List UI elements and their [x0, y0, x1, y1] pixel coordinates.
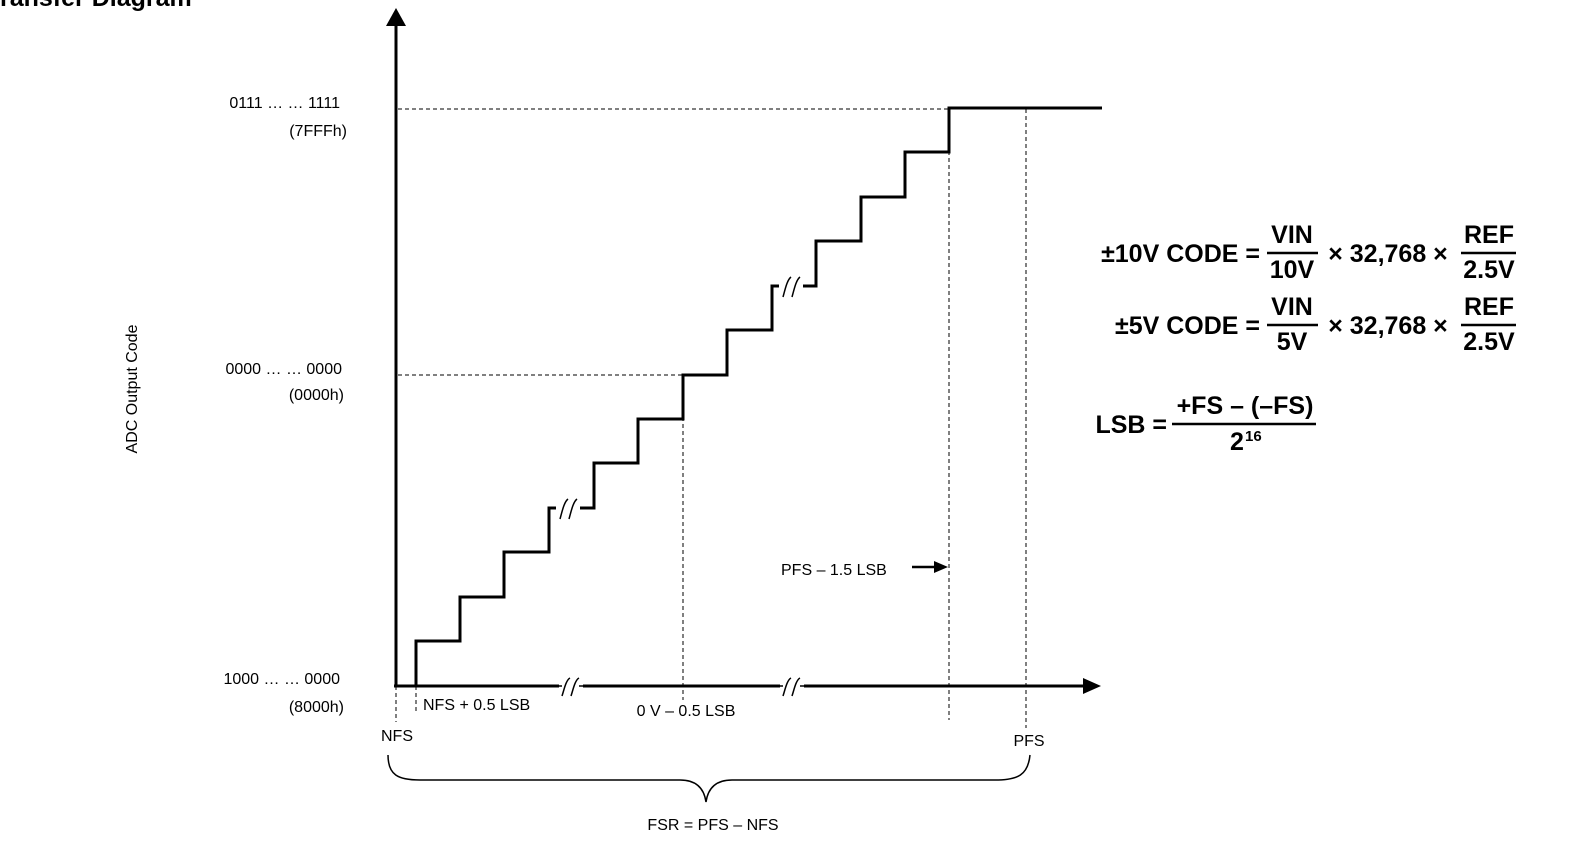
pfs-annotation-arrowhead	[934, 561, 948, 573]
eq10-den2: 2.5V	[1463, 256, 1515, 284]
equation-lsb: LSB = +FS – (–FS) 2 16	[1095, 392, 1316, 456]
eq10-lhs: ±10V CODE =	[1101, 240, 1260, 268]
x-axis-break-left	[556, 676, 585, 697]
y-tick-hex-7fff: (7FFFh)	[289, 123, 347, 140]
fsr-brace	[387, 754, 1031, 803]
eq10-mid: × 32,768 ×	[1328, 240, 1448, 268]
eq10-num1: VIN	[1271, 221, 1313, 249]
lsb-lhs: LSB =	[1095, 411, 1167, 439]
header-title: ransfer Diagram	[0, 0, 192, 12]
lsb-den-exponent: 16	[1245, 428, 1262, 445]
eq5-mid: × 32,768 ×	[1328, 312, 1448, 340]
x-axis-break-right	[777, 676, 806, 697]
lsb-den-base: 2	[1230, 428, 1244, 456]
y-tick-code-0000: 0000 … … 0000	[225, 361, 342, 378]
eq10-den1: 10V	[1270, 256, 1315, 284]
x-label-nfs-half: NFS + 0.5 LSB	[423, 697, 530, 714]
y-tick-hex-0000: (0000h)	[289, 387, 344, 404]
eq5-num2: REF	[1464, 293, 1514, 321]
y-tick-code-8000: 1000 … … 0000	[223, 671, 340, 688]
lsb-num: +FS – (–FS)	[1177, 392, 1314, 420]
y-axis-label: ADC Output Code	[124, 324, 141, 453]
y-tick-hex-8000: (8000h)	[289, 699, 344, 716]
eq5-den1: 5V	[1277, 328, 1308, 356]
x-label-pfs: PFS	[1013, 733, 1044, 750]
eq5-num1: VIN	[1271, 293, 1313, 321]
x-label-nfs: NFS	[381, 728, 413, 745]
x-axis-arrowhead	[1083, 678, 1101, 694]
y-tick-code-7fff: 0111 … … 1111	[229, 95, 340, 112]
staircase-break-lower	[556, 498, 580, 520]
equation-5v: ±5V CODE = VIN 5V × 32,768 × REF 2.5V	[1115, 293, 1516, 356]
fsr-label: FSR = PFS – NFS	[647, 817, 778, 834]
y-axis-arrowhead	[386, 8, 406, 26]
x-label-zero: 0 V – 0.5 LSB	[637, 703, 736, 720]
eq5-lhs: ±5V CODE =	[1115, 312, 1260, 340]
equation-10v: ±10V CODE = VIN 10V × 32,768 × REF 2.5V	[1101, 221, 1516, 284]
eq10-num2: REF	[1464, 221, 1514, 249]
eq5-den2: 2.5V	[1463, 328, 1515, 356]
pfs-annotation-label: PFS – 1.5 LSB	[781, 562, 887, 579]
transfer-staircase	[396, 106, 1102, 688]
staircase-break-upper	[779, 276, 803, 298]
